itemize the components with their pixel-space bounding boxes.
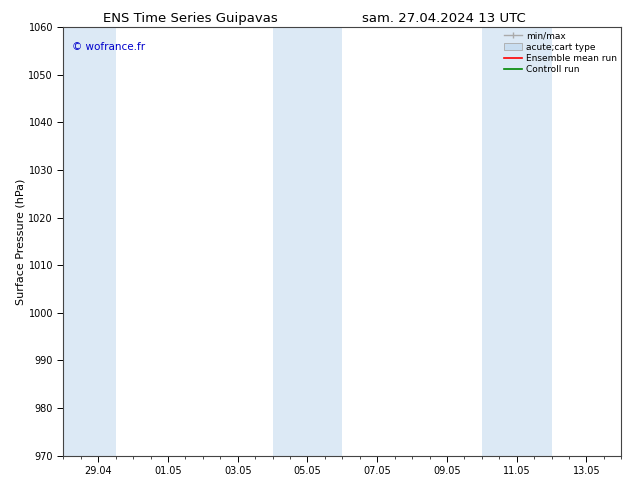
Y-axis label: Surface Pressure (hPa): Surface Pressure (hPa) [16,178,25,304]
Legend: min/max, acute;cart type, Ensemble mean run, Controll run: min/max, acute;cart type, Ensemble mean … [502,30,619,76]
Bar [273,27,342,456]
Text: © wofrance.fr: © wofrance.fr [72,42,145,52]
Text: ENS Time Series Guipavas: ENS Time Series Guipavas [103,12,278,25]
Text: sam. 27.04.2024 13 UTC: sam. 27.04.2024 13 UTC [362,12,526,25]
Bar [63,27,115,456]
Bar [482,27,552,456]
